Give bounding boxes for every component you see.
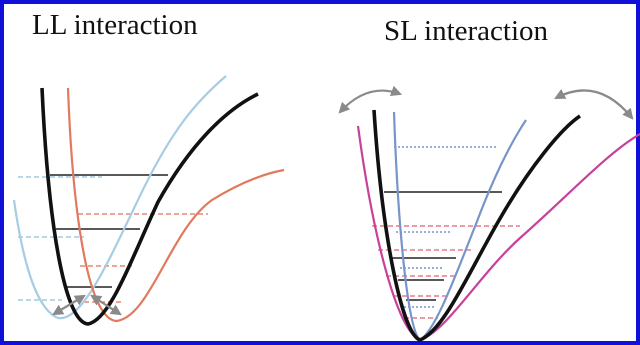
blue-potential-curve — [392, 111, 527, 342]
double-headed-arrow-left-icon — [52, 294, 86, 316]
blue-energy-levels — [394, 146, 498, 308]
sl-panel — [338, 85, 640, 342]
black-potential-curve — [372, 109, 582, 342]
light-blue-potential-curve — [12, 75, 227, 320]
double-headed-arrow-right-icon — [90, 294, 122, 316]
curved-double-arrow-right-icon — [554, 89, 634, 120]
ll-interaction-title: LL interaction — [32, 9, 198, 41]
red-potential-curve — [66, 87, 285, 323]
curved-double-arrow-left-icon — [338, 85, 403, 114]
sl-interaction-title: SL interaction — [384, 15, 549, 47]
black-energy-levels — [50, 174, 168, 288]
ll-panel — [12, 75, 285, 326]
red-energy-levels — [78, 213, 208, 303]
magenta-potential-curve — [356, 125, 640, 342]
